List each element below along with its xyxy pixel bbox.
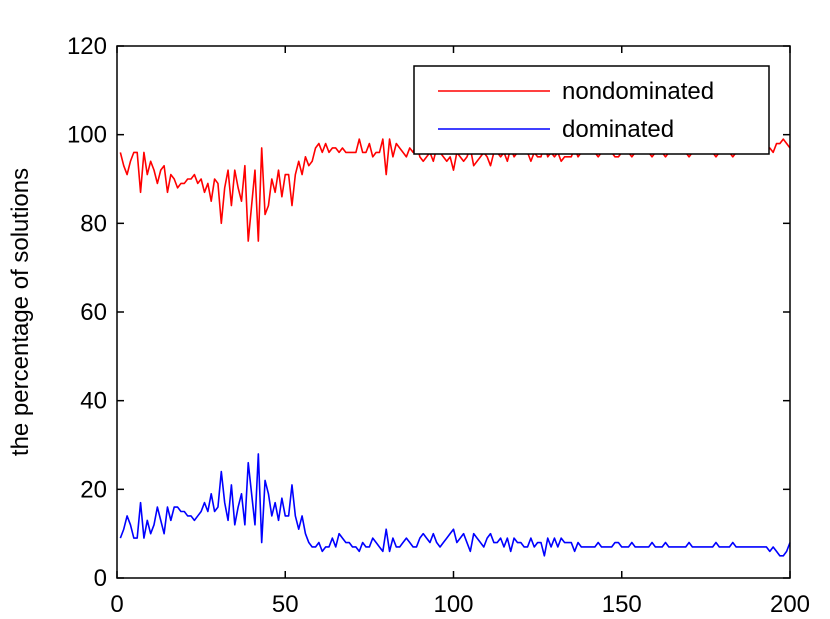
legend-box [413, 65, 770, 155]
x-tick-label: 0 [110, 591, 123, 618]
x-tick-label: 200 [770, 591, 810, 618]
legend: nondominated dominated [413, 65, 770, 155]
x-tick-label: 150 [602, 591, 642, 618]
y-tick-label: 0 [94, 565, 107, 592]
legend-label-dominated: dominated [562, 116, 674, 143]
legend-label-nondominated: nondominated [562, 78, 714, 105]
x-tick-label: 100 [433, 591, 473, 618]
x-tick-label: 50 [272, 591, 299, 618]
y-tick-label: 40 [80, 388, 107, 415]
y-tick-label: 80 [80, 210, 107, 237]
y-tick-label: 60 [80, 299, 107, 326]
y-tick-label: 20 [80, 476, 107, 503]
series-line-dominated [119, 453, 791, 557]
y-tick-label: 100 [67, 122, 107, 149]
y-tick-label: 120 [67, 33, 107, 60]
series-lines [119, 138, 791, 557]
axis-tick-labels: 0 50 100 150 200 0 20 40 60 80 100 120 [67, 33, 810, 618]
y-axis-label: the percentage of solutions [7, 168, 34, 456]
axis-ticks [116, 45, 791, 579]
